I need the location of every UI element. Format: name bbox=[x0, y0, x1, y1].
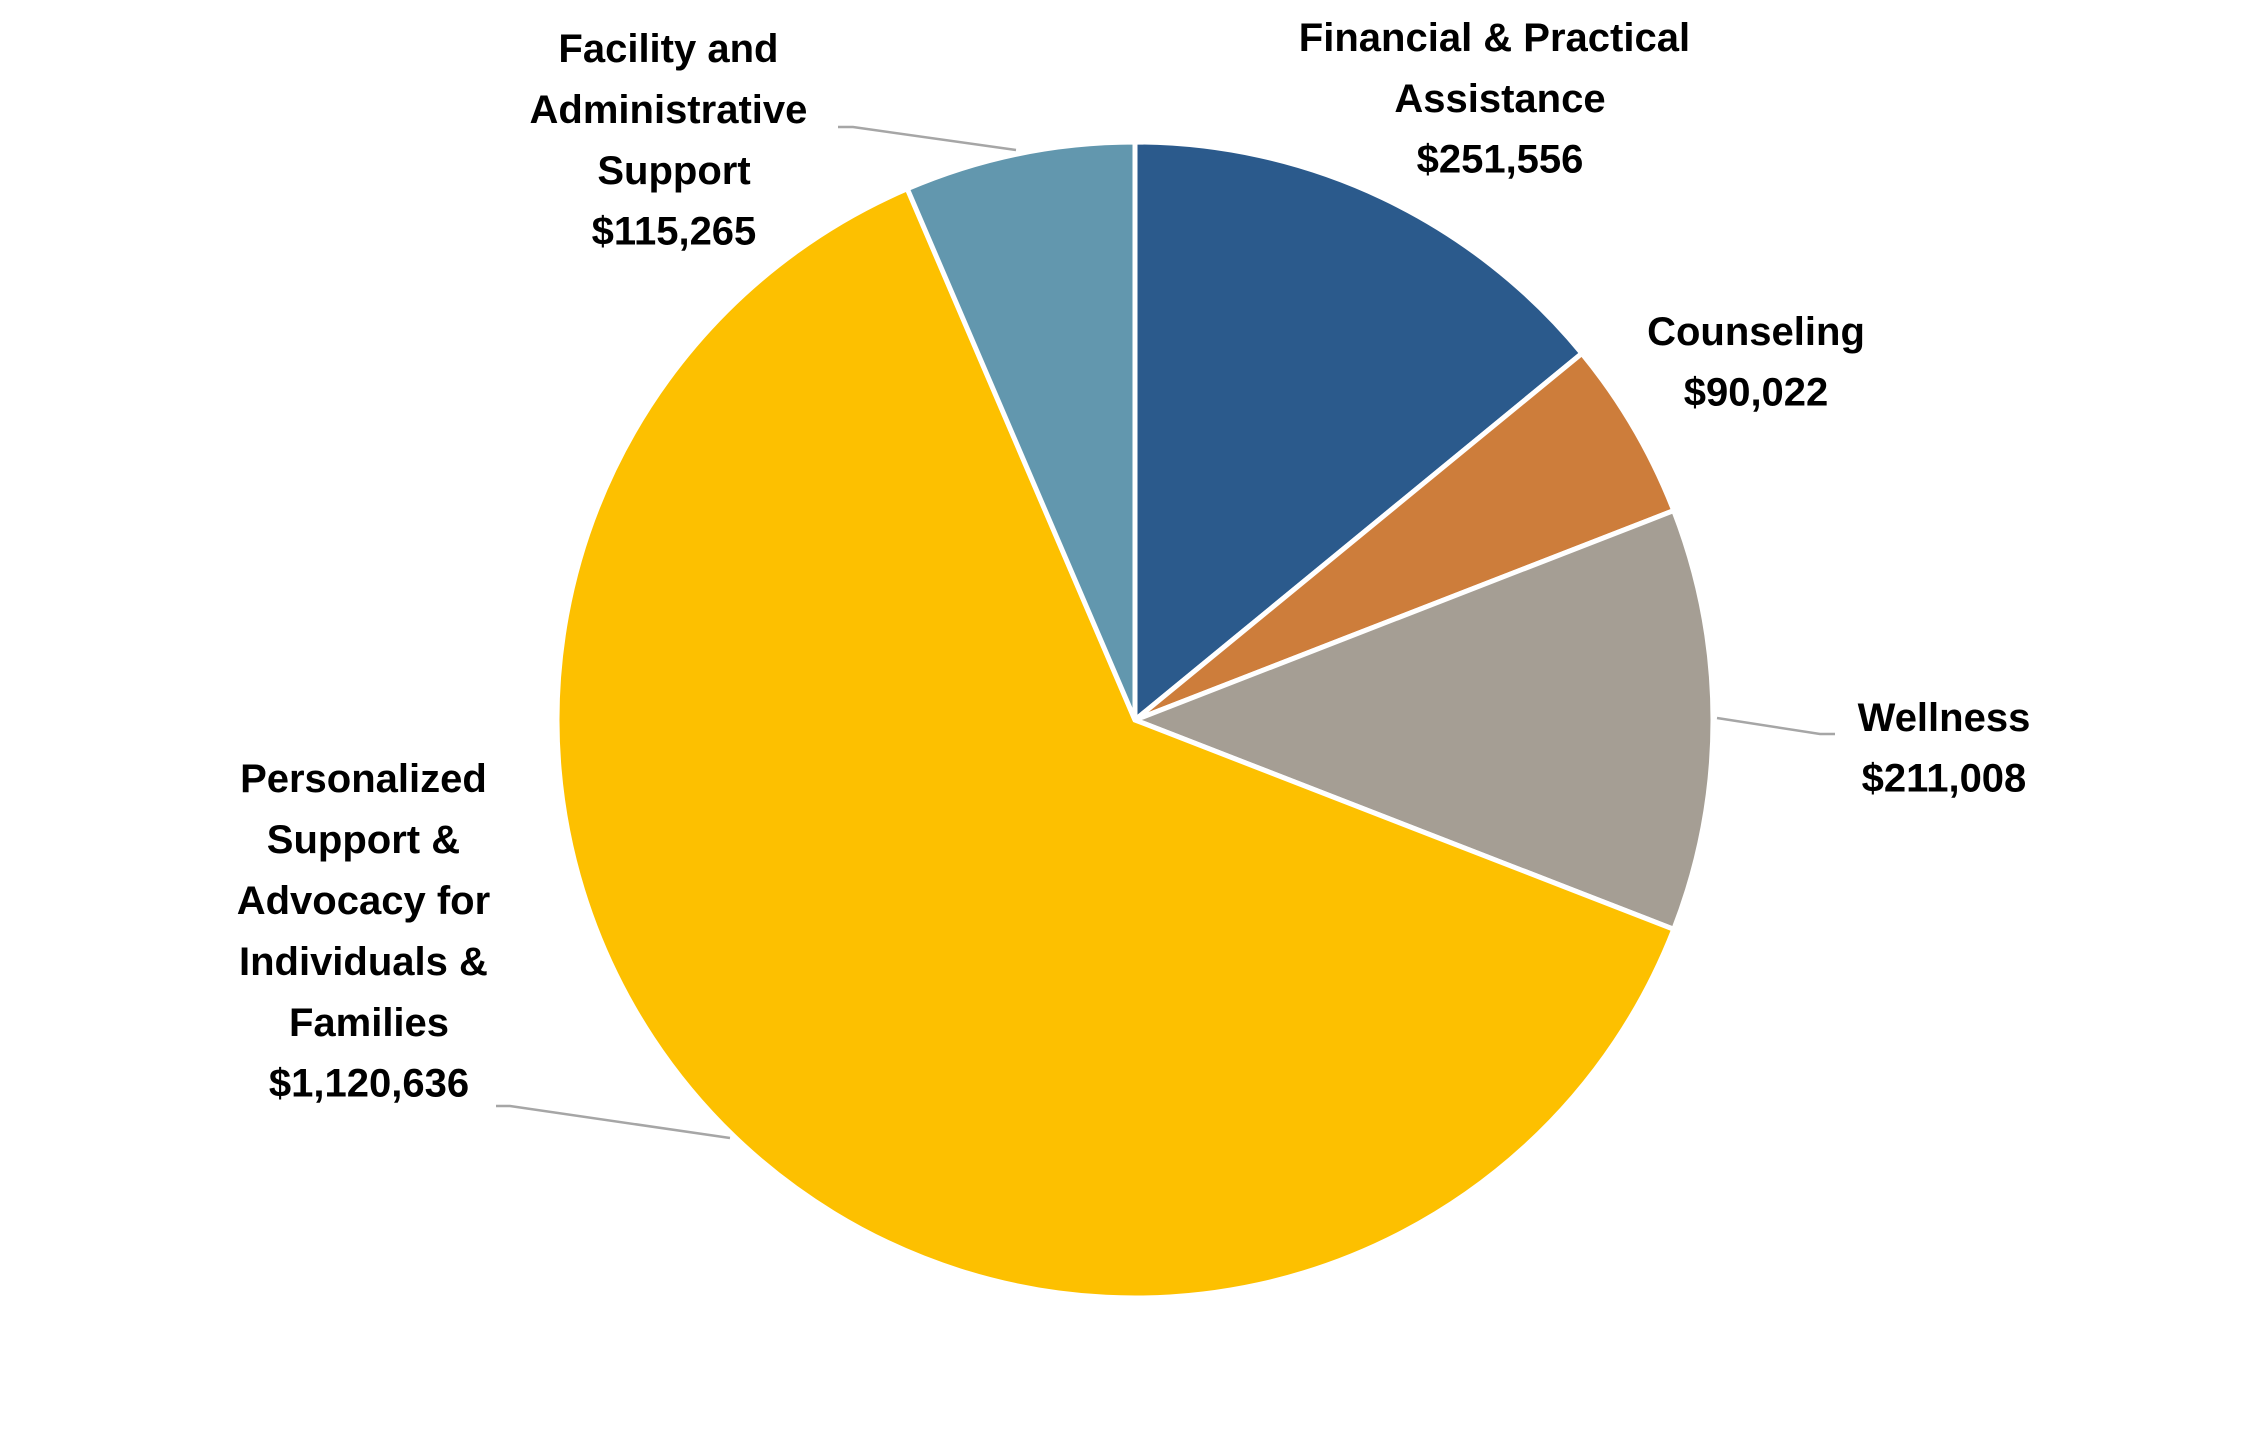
value-label: $90,022 bbox=[1684, 371, 1829, 415]
leader-line bbox=[838, 125, 1017, 152]
pie-slice bbox=[554, 185, 1678, 1301]
slice-label: Personalized Support & Advocacy for Indi… bbox=[237, 757, 502, 1045]
slice-label: Facility and Administrative Support bbox=[530, 27, 819, 193]
slice-label: Counseling bbox=[1647, 310, 1865, 354]
pie-slice bbox=[1132, 139, 1586, 726]
slice-label: Financial & Practical Assistance bbox=[1299, 16, 1701, 121]
pie-slice bbox=[1133, 349, 1677, 723]
value-label: $251,556 bbox=[1417, 138, 1584, 182]
pie-slice bbox=[1128, 507, 1716, 933]
slice-label: Wellness bbox=[1858, 696, 2031, 740]
value-label: $211,008 bbox=[1862, 757, 2027, 801]
value-label: $1,120,636 bbox=[269, 1062, 469, 1106]
leader-line bbox=[496, 1104, 731, 1140]
pie-slice bbox=[904, 139, 1138, 721]
leader-line bbox=[1716, 716, 1835, 736]
value-label: $115,265 bbox=[592, 210, 757, 254]
